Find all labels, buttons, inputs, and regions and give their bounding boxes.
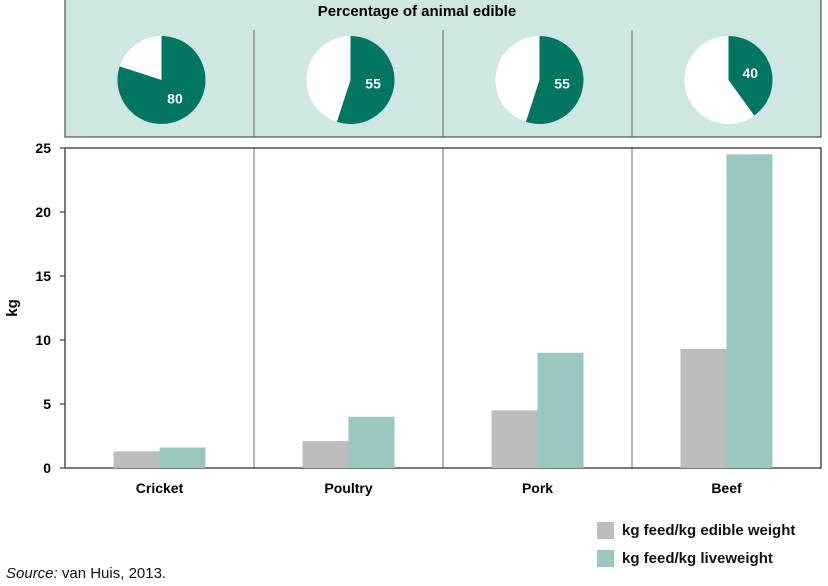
category-separators [253, 148, 633, 468]
legend-item-edible: kg feed/kg edible weight [597, 520, 795, 540]
pie-slice-pork [525, 36, 584, 125]
bar-pork-liveweight [537, 352, 584, 468]
x-tick-label-poultry: Poultry [324, 480, 372, 496]
legend-swatch-liveweight [597, 549, 614, 567]
pie-slice-beef [728, 36, 773, 116]
bar-cricket-edible [113, 451, 160, 468]
bar-beef-edible [680, 348, 727, 468]
legend-label-edible: kg feed/kg edible weight [622, 521, 796, 539]
y-tick-label: 5 [43, 396, 51, 412]
y-tick-label: 0 [43, 460, 51, 476]
pie-slice-cricket [117, 36, 206, 125]
pie-value-label-pork: 55 [554, 76, 570, 92]
bar-beef-liveweight [726, 154, 773, 468]
bar-poultry-liveweight [348, 416, 395, 468]
x-tick-label-pork: Pork [522, 480, 553, 496]
pie-value-label-cricket: 80 [167, 91, 183, 107]
y-axis-label: kg [4, 299, 21, 317]
y-axis-ticks: 0 5 10 15 20 25 [35, 140, 65, 476]
legend-label-liveweight: kg feed/kg liveweight [622, 549, 773, 567]
pie-value-label-poultry: 55 [365, 76, 381, 92]
bar-pork-edible [491, 410, 538, 468]
y-tick-label: 25 [35, 140, 51, 156]
x-axis-ticks: Cricket Poultry Pork Beef [136, 480, 742, 496]
x-tick-label-cricket: Cricket [136, 480, 184, 496]
bar-poultry-edible [302, 441, 349, 468]
legend-swatch-edible [597, 521, 614, 539]
legend: kg feed/kg edible weight kg feed/kg live… [597, 520, 795, 576]
bars [113, 154, 773, 468]
legend-item-liveweight: kg feed/kg liveweight [597, 548, 795, 568]
source-label: Source: [6, 565, 58, 582]
y-tick-label: 15 [35, 268, 51, 284]
y-tick-label: 10 [35, 332, 51, 348]
pie-slice-poultry [336, 36, 395, 124]
source-note: Source: van Huis, 2013. [6, 565, 166, 582]
bar-cricket-liveweight [159, 447, 206, 468]
x-tick-label-beef: Beef [711, 480, 742, 496]
pies: 80 55 55 40 [117, 30, 773, 137]
pie-value-label-beef: 40 [742, 65, 758, 81]
source-text: van Huis, 2013. [57, 565, 167, 582]
pie-panel-title: Percentage of animal edible [318, 3, 516, 20]
y-tick-label: 20 [35, 204, 51, 220]
